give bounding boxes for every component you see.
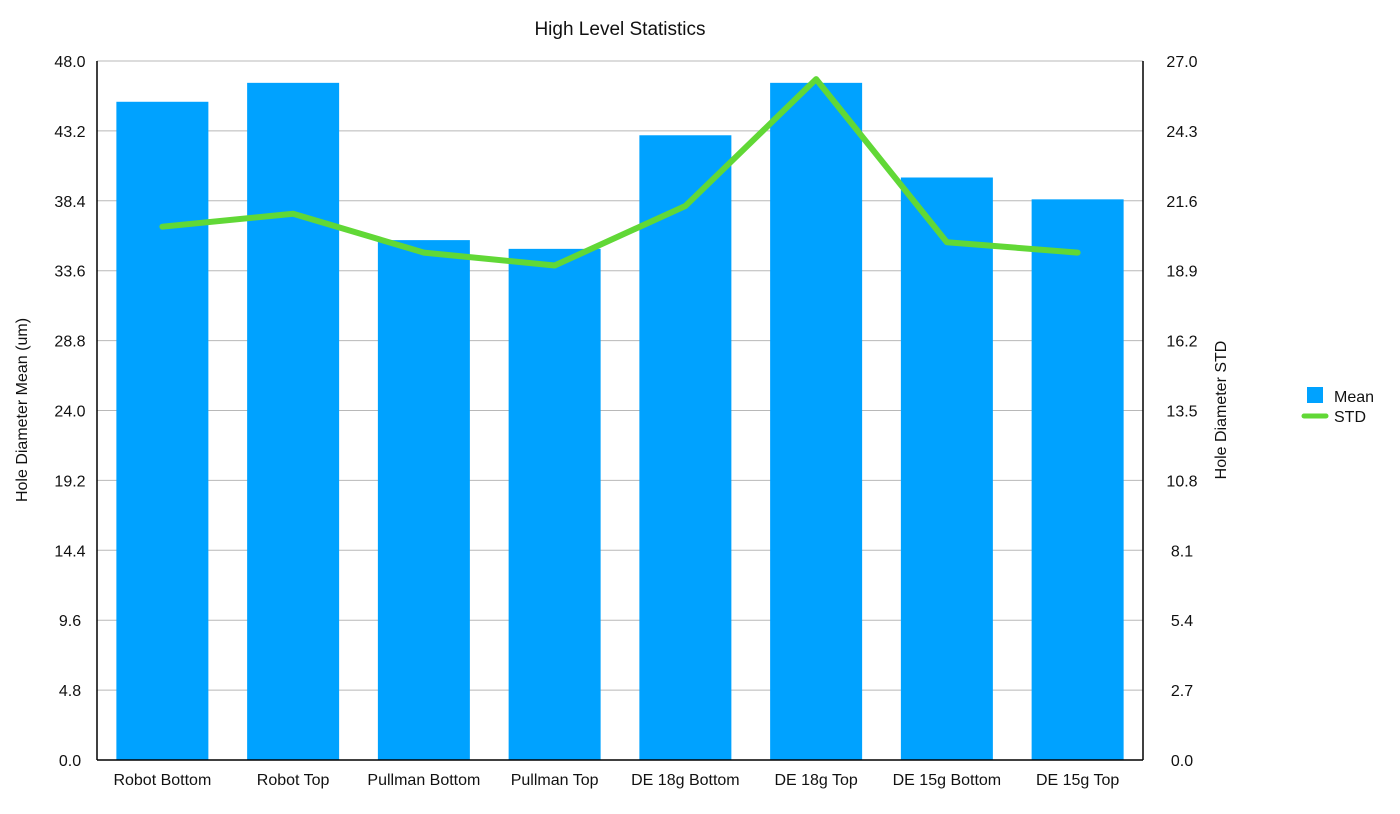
left-axis-ticks: 0.0 4.8 9.6 14.4 19.2 24.0 28.8 33.6 38.4 43.2 48.… xyxy=(54,54,85,770)
x-tick-label: Robot Bottom xyxy=(113,772,211,789)
bar-mean xyxy=(116,102,208,760)
y-tick-label: 43.2 xyxy=(54,124,85,141)
x-tick-label: Pullman Top xyxy=(511,772,599,789)
y2-tick-label: 8.1 xyxy=(1171,543,1193,560)
legend-mean-swatch xyxy=(1307,387,1323,403)
bar-mean xyxy=(247,83,339,760)
y-tick-label: 9.6 xyxy=(59,613,81,630)
category-ticks: Robot Bottom Robot Top Pullman Bottom Pullm… xyxy=(113,772,1119,789)
y2-tick-label: 0.0 xyxy=(1171,753,1193,770)
bar-mean xyxy=(639,135,731,760)
y2-tick-label: 18.9 xyxy=(1166,264,1197,281)
y-tick-label: 28.8 xyxy=(54,334,85,351)
y2-tick-label: 16.2 xyxy=(1166,334,1197,351)
y2-tick-label: 27.0 xyxy=(1166,54,1197,71)
y2-tick-label: 2.7 xyxy=(1171,683,1193,700)
bar-mean xyxy=(901,178,993,761)
y-tick-label: 0.0 xyxy=(59,753,81,770)
bar-mean xyxy=(378,240,470,760)
y-tick-label: 33.6 xyxy=(54,264,85,281)
right-axis-title: Hole Diameter STD xyxy=(1213,341,1230,480)
y2-tick-label: 21.6 xyxy=(1166,194,1197,211)
left-axis-title: Hole Diameter Mean (um) xyxy=(14,318,31,502)
bar-mean xyxy=(1032,199,1124,760)
y2-tick-label: 10.8 xyxy=(1166,473,1197,490)
y-tick-label: 24.0 xyxy=(54,404,85,421)
legend: Mean STD xyxy=(1304,387,1374,426)
bar-mean xyxy=(770,83,862,760)
mean-bars xyxy=(116,83,1123,760)
y-tick-label: 19.2 xyxy=(54,473,85,490)
y-tick-label: 38.4 xyxy=(54,194,85,211)
y2-tick-label: 5.4 xyxy=(1171,613,1193,630)
legend-mean-label: Mean xyxy=(1334,389,1374,406)
x-tick-label: DE 15g Bottom xyxy=(893,772,1002,789)
y-tick-label: 14.4 xyxy=(54,543,85,560)
chart-title: High Level Statistics xyxy=(534,19,705,40)
x-tick-label: DE 18g Top xyxy=(774,772,857,789)
x-tick-label: DE 18g Bottom xyxy=(631,772,740,789)
y2-tick-label: 24.3 xyxy=(1166,124,1197,141)
x-tick-label: Pullman Bottom xyxy=(367,772,480,789)
legend-std-label: STD xyxy=(1334,409,1366,426)
bar-mean xyxy=(509,249,601,760)
x-tick-label: Robot Top xyxy=(257,772,330,789)
right-axis-ticks: 0.0 2.7 5.4 8.1 10.8 13.5 16.2 18.9 21.6 24.3 27.0 xyxy=(1166,54,1197,770)
x-tick-label: DE 15g Top xyxy=(1036,772,1119,789)
y2-tick-label: 13.5 xyxy=(1166,404,1197,421)
y-tick-label: 48.0 xyxy=(54,54,85,71)
y-tick-label: 4.8 xyxy=(59,683,81,700)
